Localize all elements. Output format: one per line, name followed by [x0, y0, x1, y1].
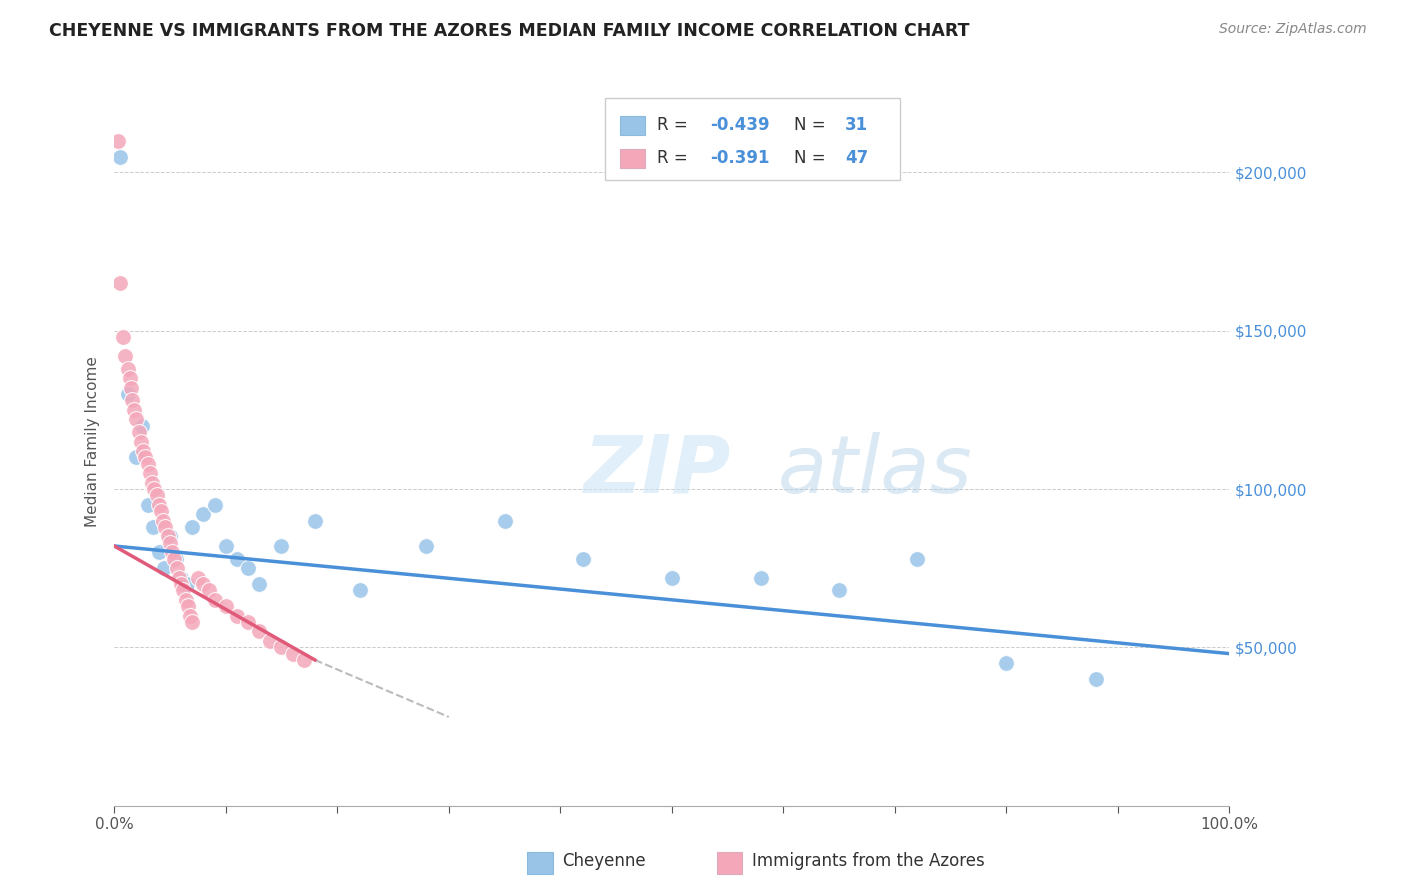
Text: R =: R = — [657, 149, 693, 167]
Point — [270, 640, 292, 655]
Text: CHEYENNE VS IMMIGRANTS FROM THE AZORES MEDIAN FAMILY INCOME CORRELATION CHART: CHEYENNE VS IMMIGRANTS FROM THE AZORES M… — [49, 22, 970, 40]
Point — [995, 656, 1018, 670]
Point — [292, 653, 315, 667]
Point — [117, 387, 139, 401]
Point — [108, 150, 131, 164]
Point — [247, 624, 270, 639]
Point — [107, 134, 129, 148]
Point — [165, 551, 187, 566]
Point — [215, 599, 238, 614]
Point — [259, 634, 281, 648]
Point — [225, 551, 247, 566]
Point — [150, 504, 173, 518]
Point — [661, 571, 683, 585]
Point — [145, 488, 167, 502]
Point — [174, 592, 197, 607]
Text: atlas: atlas — [778, 432, 973, 509]
Point — [181, 520, 204, 534]
Text: Cheyenne: Cheyenne — [562, 852, 645, 871]
Point — [905, 551, 928, 566]
Point — [170, 577, 193, 591]
Point — [177, 599, 200, 614]
Point — [270, 539, 292, 553]
Point — [152, 514, 174, 528]
Point — [108, 277, 131, 291]
Point — [142, 520, 165, 534]
Point — [136, 457, 159, 471]
Point — [170, 571, 193, 585]
Point — [160, 545, 183, 559]
Point — [193, 508, 215, 522]
Point — [153, 561, 176, 575]
Text: N =: N = — [794, 149, 831, 167]
Point — [181, 615, 204, 629]
Point — [134, 450, 156, 465]
Point — [128, 425, 150, 439]
Point — [141, 475, 163, 490]
Point — [159, 529, 181, 543]
Text: R =: R = — [657, 116, 693, 134]
Point — [236, 615, 259, 629]
Point — [172, 583, 194, 598]
Text: 47: 47 — [845, 149, 869, 167]
Y-axis label: Median Family Income: Median Family Income — [86, 356, 100, 527]
Point — [139, 466, 162, 480]
Point — [236, 561, 259, 575]
Point — [167, 571, 190, 585]
Point — [112, 330, 135, 344]
Point — [117, 361, 139, 376]
Point — [125, 412, 148, 426]
Point — [166, 561, 188, 575]
Point — [125, 450, 148, 465]
Point — [143, 482, 166, 496]
Point — [129, 434, 152, 449]
Point — [198, 583, 221, 598]
Point — [193, 577, 215, 591]
Point — [122, 402, 145, 417]
Point — [159, 536, 181, 550]
Point — [148, 545, 170, 559]
Point — [304, 514, 326, 528]
Point — [179, 608, 201, 623]
Point — [571, 551, 593, 566]
Point — [828, 583, 851, 598]
Text: 31: 31 — [845, 116, 868, 134]
Point — [131, 418, 153, 433]
Point — [281, 647, 304, 661]
Point — [225, 608, 247, 623]
Text: -0.439: -0.439 — [710, 116, 769, 134]
Point — [749, 571, 772, 585]
Point — [156, 529, 179, 543]
Point — [1084, 672, 1107, 686]
Point — [163, 551, 186, 566]
Point — [118, 371, 141, 385]
Point — [136, 498, 159, 512]
Point — [121, 393, 143, 408]
Point — [187, 571, 209, 585]
Point — [155, 520, 177, 534]
Point — [114, 349, 136, 363]
Point — [132, 444, 155, 458]
Point — [349, 583, 371, 598]
Text: N =: N = — [794, 116, 831, 134]
Text: Source: ZipAtlas.com: Source: ZipAtlas.com — [1219, 22, 1367, 37]
Point — [204, 498, 226, 512]
Point — [494, 514, 516, 528]
Text: ZIP: ZIP — [582, 432, 730, 509]
Point — [120, 381, 142, 395]
Point — [204, 592, 226, 607]
Text: Immigrants from the Azores: Immigrants from the Azores — [752, 852, 986, 871]
Point — [415, 539, 437, 553]
Point — [148, 498, 170, 512]
Text: -0.391: -0.391 — [710, 149, 769, 167]
Point — [215, 539, 238, 553]
Point — [176, 577, 198, 591]
Point — [247, 577, 270, 591]
